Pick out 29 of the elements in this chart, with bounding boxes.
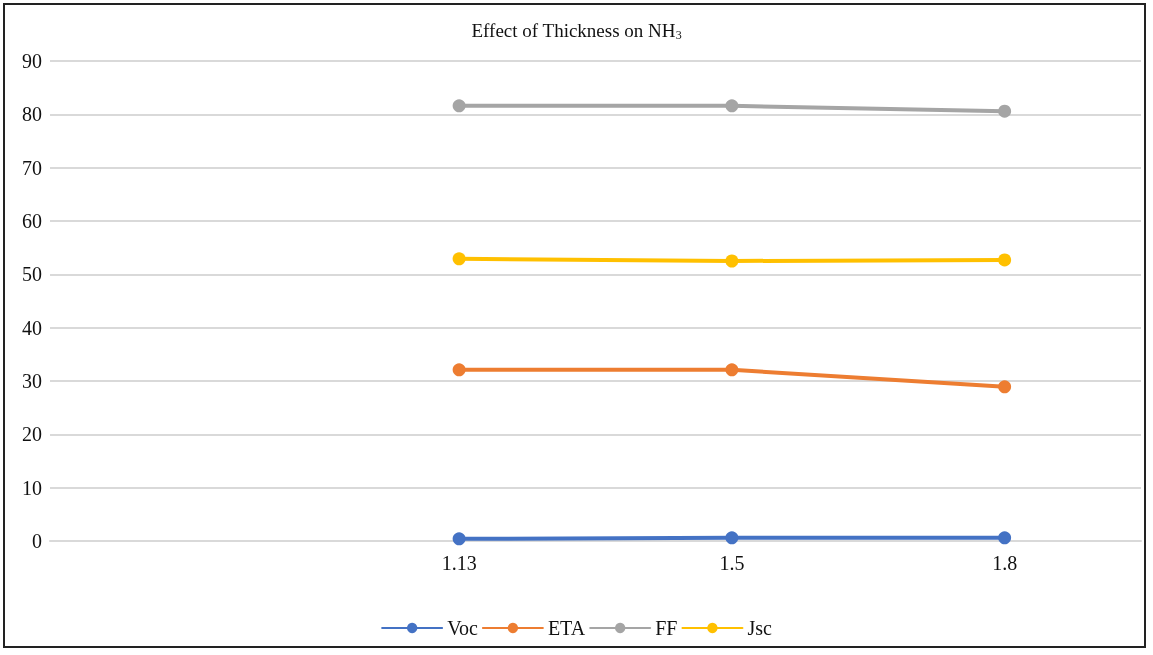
point bbox=[998, 531, 1012, 545]
y-tick-label: 50 bbox=[22, 263, 42, 286]
point bbox=[725, 531, 739, 545]
x-tick-label: 1.5 bbox=[719, 552, 745, 574]
point bbox=[998, 104, 1012, 118]
y-tick-label: 80 bbox=[22, 103, 42, 126]
point bbox=[725, 363, 739, 377]
y-tick-label: 40 bbox=[22, 316, 42, 339]
legend-label: ETA bbox=[547, 617, 586, 639]
legend-label: Jsc bbox=[747, 617, 772, 639]
y-tick-label: 20 bbox=[22, 423, 42, 446]
x-tick-label: 1.8 bbox=[992, 552, 1018, 574]
y-tick-label: 90 bbox=[22, 50, 42, 72]
y-tick-label: 30 bbox=[22, 370, 42, 392]
y-tick-label: 60 bbox=[22, 210, 42, 232]
point bbox=[452, 532, 466, 546]
point bbox=[725, 254, 739, 268]
x-tick-label: 1.13 bbox=[441, 552, 477, 574]
legend-label: FF bbox=[655, 617, 678, 639]
point bbox=[452, 99, 466, 113]
y-tick-label: 0 bbox=[32, 530, 42, 552]
point bbox=[998, 253, 1012, 267]
point bbox=[452, 363, 466, 377]
y-tick-label: 70 bbox=[22, 156, 42, 179]
y-tick-label: 10 bbox=[22, 476, 42, 499]
legend-label: Voc bbox=[447, 617, 479, 639]
point bbox=[998, 380, 1012, 394]
point bbox=[725, 99, 739, 113]
point bbox=[452, 252, 466, 266]
